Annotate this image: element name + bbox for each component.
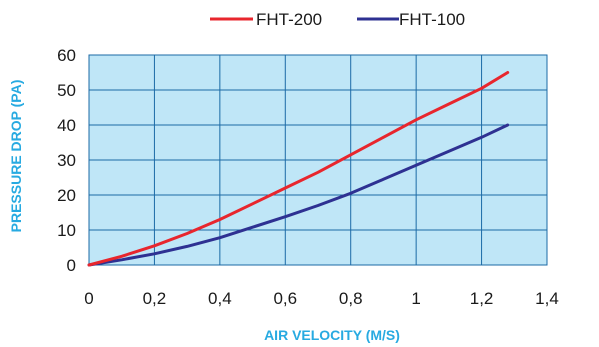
- series-lines: [87, 71, 510, 267]
- legend-label: FHT-100: [399, 10, 465, 29]
- x-tick-label: 0,2: [143, 289, 167, 308]
- x-tick-label: 1,2: [470, 289, 494, 308]
- y-tick-label: 20: [57, 186, 76, 205]
- y-tick-label: 40: [57, 116, 76, 135]
- legend-label: FHT-200: [256, 10, 322, 29]
- legend: FHT-200 FHT-100: [210, 10, 465, 29]
- y-tick-label: 0: [67, 256, 76, 275]
- x-axis-title: AIR VELOCITY (M/S): [264, 327, 400, 343]
- x-tick-label: 0: [84, 289, 93, 308]
- legend-item: FHT-100: [357, 10, 465, 29]
- grid: [89, 55, 547, 265]
- series-line-fht-200: [87, 71, 510, 267]
- x-tick-label: 0,8: [339, 289, 363, 308]
- series-line-fht-100: [87, 123, 510, 267]
- x-tick-label: 1: [411, 289, 420, 308]
- y-tick-label: 50: [57, 81, 76, 100]
- x-tick-label: 1,4: [535, 289, 559, 308]
- y-axis-title: PRESSURE DROP (PA): [8, 80, 24, 233]
- y-tick-label: 60: [57, 46, 76, 65]
- y-axis-ticks: 0 10 20 30 40 50 60: [57, 46, 76, 275]
- x-tick-label: 0,6: [273, 289, 297, 308]
- y-tick-label: 10: [57, 221, 76, 240]
- x-axis-ticks: 0 0,2 0,4 0,6 0,8 1 1,2 1,4: [84, 289, 559, 308]
- x-tick-label: 0,4: [208, 289, 232, 308]
- y-tick-label: 30: [57, 151, 76, 170]
- legend-item: FHT-200: [210, 10, 322, 29]
